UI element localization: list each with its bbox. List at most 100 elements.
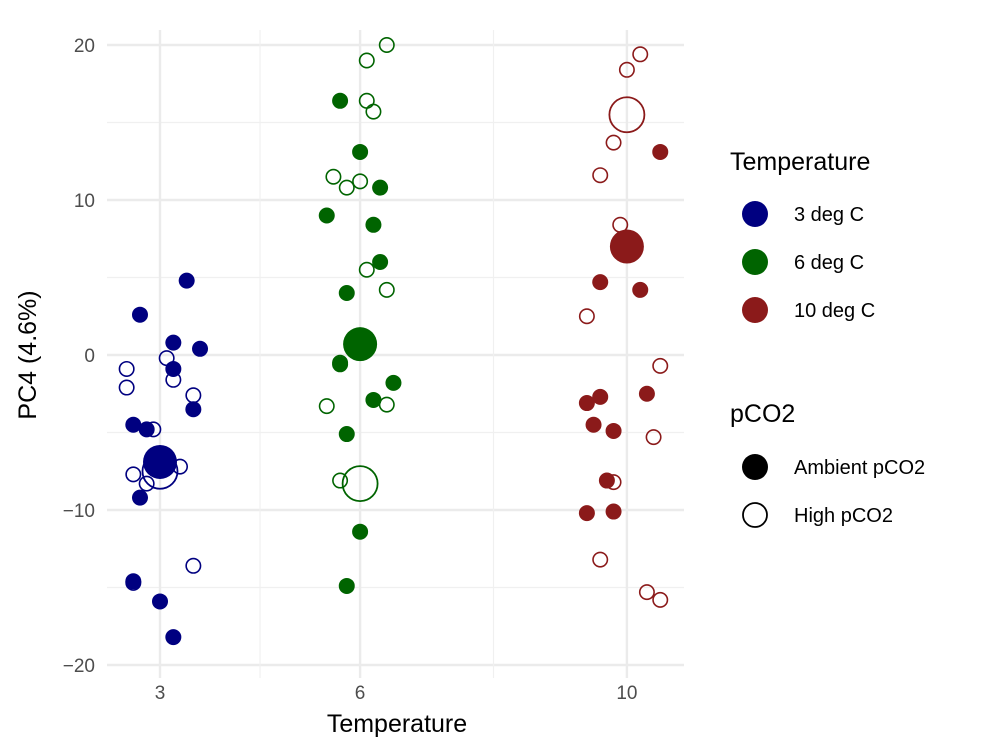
data-point-ambient	[592, 274, 609, 291]
centroid-point-ambient	[609, 229, 644, 264]
data-point-high	[185, 557, 202, 574]
x-axis-title: Temperature	[327, 710, 467, 738]
data-point-high	[352, 173, 369, 190]
data-point-ambient	[192, 340, 209, 357]
data-point-ambient	[652, 143, 669, 160]
data-point-ambient	[585, 416, 602, 433]
data-point-high	[358, 261, 375, 278]
x-tick-label: 6	[355, 683, 366, 704]
data-point-ambient	[605, 503, 622, 520]
data-point-high	[365, 103, 382, 120]
data-point-high	[638, 584, 655, 601]
legend-key-pco2	[742, 454, 768, 480]
legend-temperature-title: Temperature	[730, 148, 870, 176]
x-tick-labels: 3 6 10	[155, 683, 638, 704]
data-point-high	[652, 357, 669, 374]
data-point-ambient	[131, 489, 148, 506]
data-point-high	[618, 61, 635, 78]
legend-key-temperature	[742, 201, 768, 227]
data-point-ambient	[352, 523, 369, 540]
data-point-high	[652, 591, 669, 608]
y-axis-title: PC4 (4.6%)	[14, 290, 42, 419]
data-point-ambient	[131, 306, 148, 323]
data-point-high	[338, 179, 355, 196]
data-point-ambient	[318, 207, 335, 224]
centroid-point-high	[341, 465, 379, 503]
data-point-ambient	[152, 593, 168, 610]
data-point-high	[158, 350, 175, 367]
data-point-high	[118, 360, 135, 377]
centroid-point-ambient	[343, 327, 378, 362]
legend-label-temperature: 3 deg C	[794, 204, 864, 226]
data-point-ambient	[338, 577, 355, 594]
data-point-high	[645, 429, 662, 446]
data-point-high	[378, 281, 395, 298]
data-point-high	[185, 387, 202, 404]
y-tick-label: 20	[74, 36, 95, 57]
centroid-point-ambient	[143, 444, 177, 479]
data-point-ambient	[592, 388, 609, 405]
x-tick-label: 10	[616, 683, 637, 704]
data-point-high	[318, 398, 335, 415]
data-point-ambient	[578, 505, 595, 522]
data-point-high	[592, 551, 609, 568]
data-point-ambient	[372, 179, 389, 196]
legend-key-pco2	[742, 502, 768, 528]
data-point-ambient	[338, 426, 355, 443]
y-tick-label: 10	[74, 191, 95, 212]
data-point-high	[358, 92, 375, 109]
data-point-ambient	[165, 629, 182, 646]
data-point-high	[118, 379, 135, 396]
grid-lines	[107, 30, 684, 678]
legend-label-pco2: Ambient pCO2	[794, 457, 925, 479]
data-point-high	[125, 466, 142, 483]
data-point-high	[378, 396, 395, 413]
legend-pco2: pCO2 Ambient pCO2 High pCO2	[730, 400, 925, 528]
legend-pco2-title: pCO2	[730, 400, 795, 428]
data-point-high	[592, 167, 609, 184]
data-point-ambient	[638, 385, 655, 402]
y-tick-label: −10	[63, 501, 95, 522]
data-point-high	[605, 134, 622, 151]
data-point-ambient	[372, 254, 389, 270]
data-point-high	[332, 354, 349, 371]
data-point-high	[332, 472, 349, 489]
centroid-point-high	[608, 96, 646, 134]
data-point-ambient	[165, 334, 182, 351]
data-point-ambient	[125, 416, 142, 433]
data-points	[118, 36, 669, 646]
legend-label-temperature: 6 deg C	[794, 252, 864, 274]
data-point-ambient	[385, 374, 402, 391]
legend-label-temperature: 10 deg C	[794, 300, 875, 322]
x-tick-label: 3	[155, 683, 166, 704]
legend-key-temperature	[742, 297, 768, 323]
data-point-ambient	[578, 395, 595, 412]
data-point-high	[125, 574, 142, 591]
data-point-ambient	[365, 391, 382, 408]
data-point-high	[325, 168, 342, 185]
data-point-ambient	[365, 216, 382, 233]
data-point-high	[145, 421, 162, 438]
data-point-ambient	[632, 281, 649, 298]
data-point-high	[632, 46, 649, 63]
data-point-high	[138, 475, 155, 492]
data-point-high	[578, 308, 595, 325]
data-point-high	[378, 36, 395, 53]
data-point-ambient	[352, 143, 369, 160]
data-point-ambient	[605, 422, 622, 439]
legend-temperature: Temperature 3 deg C 6 deg C 10 deg C	[730, 148, 875, 323]
legend-label-pco2: High pCO2	[794, 505, 893, 527]
data-point-high	[605, 474, 622, 491]
data-point-ambient	[178, 272, 195, 289]
data-point-ambient	[332, 92, 349, 109]
data-point-high	[358, 52, 375, 69]
data-point-ambient	[338, 285, 355, 301]
y-tick-label: −20	[63, 656, 95, 677]
centroid-point-high	[141, 452, 179, 490]
y-tick-label: 0	[84, 346, 95, 367]
data-point-high	[165, 371, 182, 388]
y-tick-labels: −20 −10 0 10 20	[63, 36, 95, 677]
data-point-ambient	[185, 401, 202, 418]
legend-key-temperature	[742, 249, 768, 275]
